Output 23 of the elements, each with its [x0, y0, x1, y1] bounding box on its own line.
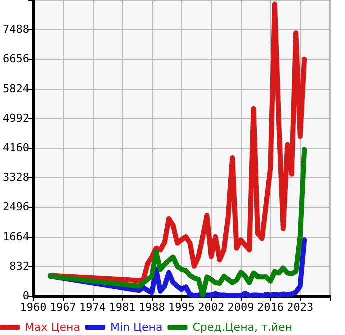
y-tick-label: 0: [22, 290, 30, 302]
y-tick-label: 832: [10, 260, 30, 273]
x-tick-label: 1974: [80, 301, 106, 314]
legend-label: Сред.Цена, т.йен: [192, 321, 293, 334]
y-tick-label: 5824: [2, 82, 30, 96]
legend-label: Max Цена: [25, 321, 80, 334]
y-tick-label: 6656: [2, 52, 30, 66]
x-tick-label: 1967: [50, 301, 76, 314]
x-tick-label: 1960: [20, 301, 47, 314]
legend-label: Min Цена: [110, 321, 163, 334]
x-tick-label: 2002: [198, 301, 225, 314]
x-tick-label: 1981: [109, 301, 136, 314]
y-tick-label: 3328: [2, 171, 30, 184]
x-tick-label: 1995: [168, 301, 195, 314]
y-tick-label: 2496: [2, 200, 30, 214]
y-tick-label: 7488: [2, 23, 30, 36]
x-tick-label: 2023: [287, 301, 314, 314]
y-tick-label: 4160: [2, 142, 30, 154]
y-tick-label: 1664: [2, 230, 30, 244]
x-tick-label: 2016: [257, 301, 284, 314]
x-tick-label: 1988: [138, 301, 166, 314]
x-tick-label: 2009: [228, 301, 254, 314]
y-tick-label: 4992: [2, 112, 30, 125]
